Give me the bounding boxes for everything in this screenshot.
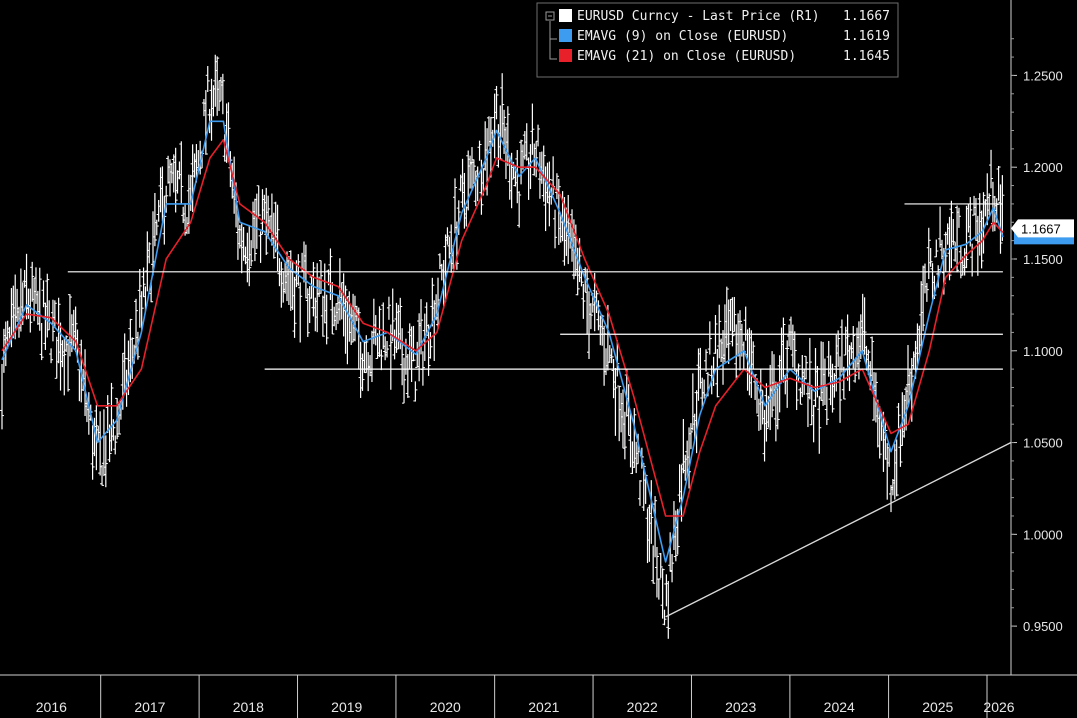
last-price-label: 1.1667 <box>1021 221 1061 236</box>
x-year-label: 2020 <box>430 699 461 715</box>
legend-entry-label: EURUSD Curncy - Last Price (R1) <box>577 9 820 24</box>
x-year-label: 2026 <box>983 699 1014 715</box>
legend-swatch <box>559 9 572 22</box>
legend-entry-label: EMAVG (21) on Close (EURUSD) <box>577 49 796 64</box>
ema9-line <box>1 120 1004 563</box>
ema21-line <box>1 138 1004 517</box>
legend-entry-label: EMAVG (9) on Close (EURUSD) <box>577 29 788 44</box>
y-tick-label: 1.0500 <box>1023 436 1063 451</box>
x-year-label: 2016 <box>36 699 67 715</box>
x-year-label: 2022 <box>627 699 658 715</box>
ema-lines-layer <box>1 120 1004 563</box>
legend-tree-lines <box>549 21 557 60</box>
y-tick-label: 1.2000 <box>1023 160 1063 175</box>
legend-entry-value: 1.1645 <box>843 49 890 64</box>
legend-swatch <box>559 29 572 42</box>
last-price-marker <box>1011 219 1074 238</box>
y-tick-label: 1.1500 <box>1023 252 1063 267</box>
y-tick-label: 0.9500 <box>1023 619 1063 634</box>
x-year-label: 2024 <box>824 699 855 715</box>
x-year-label: 2018 <box>233 699 264 715</box>
trend-line <box>665 441 1012 618</box>
x-year-label: 2023 <box>725 699 756 715</box>
y-tick-label: 1.0000 <box>1023 527 1063 542</box>
x-year-label: 2017 <box>134 699 165 715</box>
y-tick-label: 1.2500 <box>1023 68 1063 83</box>
collapse-icon <box>545 11 555 21</box>
x-year-label: 2021 <box>528 699 559 715</box>
legend: EURUSD Curncy - Last Price (R1) 1.1667 EMA… <box>536 2 899 78</box>
legend-box <box>536 2 899 78</box>
x-year-label: 2019 <box>331 699 362 715</box>
x-year-label: 2025 <box>922 699 953 715</box>
legend-swatch <box>559 49 572 62</box>
annotation-lines-layer <box>67 203 1012 618</box>
legend-entry-value: 1.1619 <box>843 29 890 44</box>
legend-entry-value: 1.1667 <box>843 9 890 24</box>
y-tick-label: 1.1000 <box>1023 344 1063 359</box>
